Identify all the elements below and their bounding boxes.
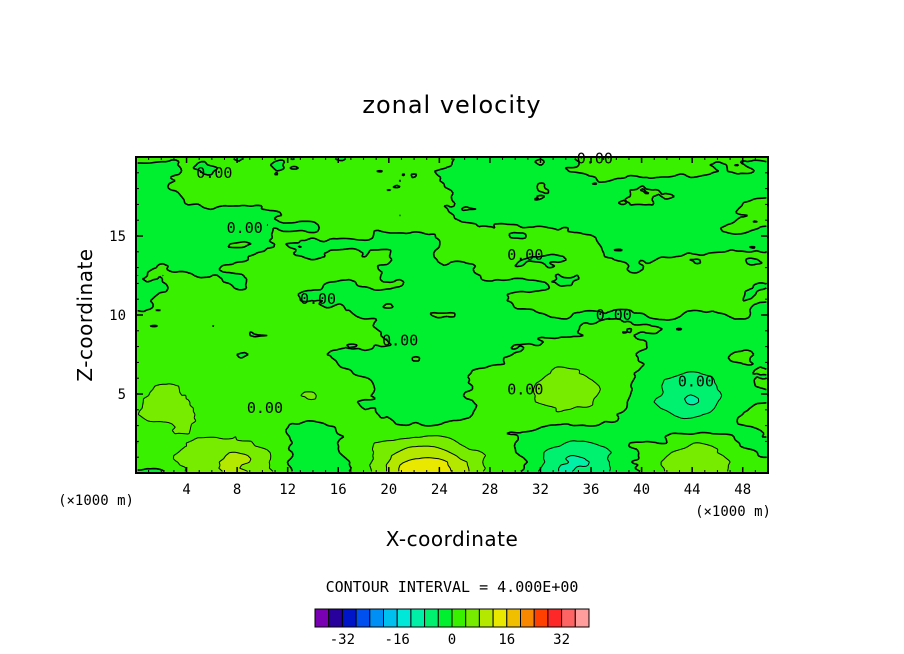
y-tick-label: 10: [109, 308, 126, 324]
colorbar-swatch: [341, 608, 357, 628]
x-axis-ticks: 4 8 12 16 20 24 28 32 36 40 44 48: [148, 157, 756, 498]
contour-label: 0.00: [227, 219, 263, 237]
colorbar-swatch: [478, 608, 494, 628]
colorbar-swatch: [547, 608, 563, 628]
x-tick-label: 8: [233, 482, 241, 498]
contour-line: [137, 366, 731, 472]
colorbar-swatch: [520, 608, 535, 628]
colorbar-tick-label: -16: [385, 632, 410, 648]
x-tick-label: 24: [431, 482, 448, 498]
x-tick-label: 32: [532, 482, 549, 498]
x-tick-label: 16: [330, 482, 347, 498]
contour-line: [218, 445, 470, 472]
contour-label: 0.00: [507, 380, 543, 398]
contour-label: 0.00: [577, 150, 613, 168]
y-axis-ticks: 5 10 15: [109, 172, 768, 458]
colorbar-swatch: [410, 608, 426, 628]
y-tick-label: 5: [118, 387, 126, 403]
colorbar-swatch: [451, 608, 467, 628]
colorbar-swatch: [396, 608, 412, 628]
contour-label: 0.00: [196, 164, 232, 182]
colorbar-swatch: [437, 608, 453, 628]
x-unit-label-left: (×1000 m): [58, 493, 134, 509]
y-axis-label: Z-coordinate: [73, 248, 97, 381]
contour-labels: 0.00 0.00 0.00 0.00 0.00 0.00 0.00 0.00 0.00 0.00: [196, 150, 714, 418]
colorbar: [314, 608, 590, 628]
x-tick-label: 44: [684, 482, 701, 498]
colorbar-swatch: [314, 608, 330, 628]
colorbar-tick-label: 32: [553, 632, 570, 648]
x-tick-label: 4: [182, 482, 190, 498]
x-unit-label-right: (×1000 m): [695, 504, 771, 520]
colorbar-swatch: [574, 608, 590, 628]
x-tick-label: 36: [583, 482, 600, 498]
contour-line: [538, 371, 723, 472]
contour-interval-text: CONTOUR INTERVAL = 4.000E+00: [326, 578, 579, 596]
x-tick-label: 40: [633, 482, 650, 498]
colorbar-swatch: [465, 608, 480, 628]
contour-label: 0.00: [678, 372, 714, 390]
colorbar-swatch: [355, 608, 371, 628]
colorbar-tick-labels: -32 -16 0 16 32: [330, 632, 570, 648]
contour-label: 0.00: [382, 331, 418, 349]
chart-title: zonal velocity: [362, 91, 541, 119]
x-tick-label: 20: [380, 482, 397, 498]
contour-label: 0.00: [247, 399, 283, 417]
colorbar-swatch: [492, 608, 508, 628]
x-tick-label: 48: [734, 482, 751, 498]
x-tick-label: 12: [279, 482, 296, 498]
contour-label: 0.00: [596, 306, 632, 324]
colorbar-tick-label: 0: [448, 632, 456, 648]
colorbar-swatch: [533, 608, 549, 628]
x-axis-label: X-coordinate: [386, 527, 519, 551]
contour-label: 0.00: [300, 290, 336, 308]
contour-line: [398, 457, 452, 472]
contour-line: [558, 394, 700, 472]
contour-fill-field: [136, 157, 768, 473]
colorbar-swatch: [561, 608, 576, 628]
colorbar-tick-label: 16: [498, 632, 515, 648]
contour-lines: [136, 157, 767, 473]
contour-line: [136, 157, 767, 473]
colorbar-swatch: [328, 608, 343, 628]
colorbar-tick-label: -32: [330, 632, 355, 648]
contour-label: 0.00: [507, 246, 543, 264]
x-tick-label: 28: [481, 482, 498, 498]
colorbar-swatch: [424, 608, 439, 628]
colorbar-swatch: [369, 608, 384, 628]
colorbar-swatch: [506, 608, 521, 628]
y-tick-label: 15: [109, 229, 126, 245]
colorbar-swatch: [383, 608, 398, 628]
